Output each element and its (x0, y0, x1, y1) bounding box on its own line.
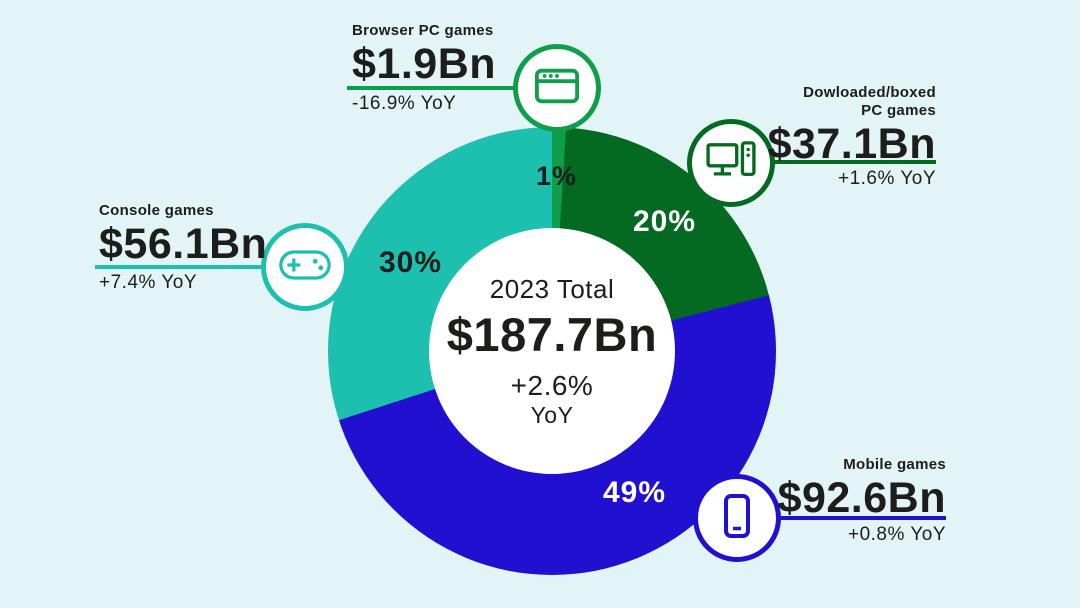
browser-callout-circle (513, 44, 601, 132)
browser-callout-yoy: -16.9% YoY (352, 93, 457, 114)
browser-callout-title: Browser PC games (352, 22, 494, 39)
downloaded-callout: Dowloaded/boxed PC games $37.1Bn (768, 84, 936, 167)
downloaded-callout-circle (687, 119, 775, 207)
center-title: 2023 Total (489, 273, 615, 304)
console-callout-yoy: +7.4% YoY (99, 272, 198, 293)
desktop-pc-icon (706, 140, 756, 187)
donut-center: 2023 Total $187.7Bn +2.6% YoY (429, 228, 675, 474)
mobile-callout-title: Mobile games (843, 456, 946, 473)
center-yoy-change: +2.6% (510, 369, 594, 401)
console-callout-title: Console games (99, 202, 214, 219)
callout-line-console (95, 265, 263, 269)
downloaded-callout-title: Dowloaded/boxed PC games (803, 84, 936, 119)
callout-line-browser (347, 86, 515, 90)
share-label-browser: 1% (536, 161, 578, 191)
downloaded-callout-value: $37.1Bn (767, 120, 936, 168)
mobile-callout-yoy: +0.8% YoY (847, 524, 946, 545)
gamepad-icon (279, 248, 331, 287)
downloaded-callout-yoy: +1.6% YoY (837, 168, 936, 189)
callout-line-mobile (779, 516, 946, 520)
browser-window-icon (534, 66, 580, 111)
mobile-callout-circle (693, 474, 781, 562)
browser-callout-value: $1.9Bn (352, 40, 497, 88)
share-label-downloaded: 20% (633, 205, 697, 238)
smartphone-icon (723, 493, 751, 543)
center-total-value: $187.7Bn (446, 307, 658, 361)
share-label-mobile: 49% (603, 476, 667, 509)
console-callout-value: $56.1Bn (99, 220, 268, 268)
mobile-callout-value: $92.6Bn (777, 474, 946, 522)
browser-callout: Browser PC games $1.9Bn (352, 22, 496, 87)
console-callout-circle (261, 223, 349, 311)
console-callout: Console games $56.1Bn (99, 202, 267, 267)
center-yoy-caption: YoY (530, 401, 574, 428)
callout-line-downloaded (772, 160, 936, 164)
mobile-callout: Mobile games $92.6Bn (778, 456, 946, 521)
share-label-console: 30% (379, 246, 443, 279)
